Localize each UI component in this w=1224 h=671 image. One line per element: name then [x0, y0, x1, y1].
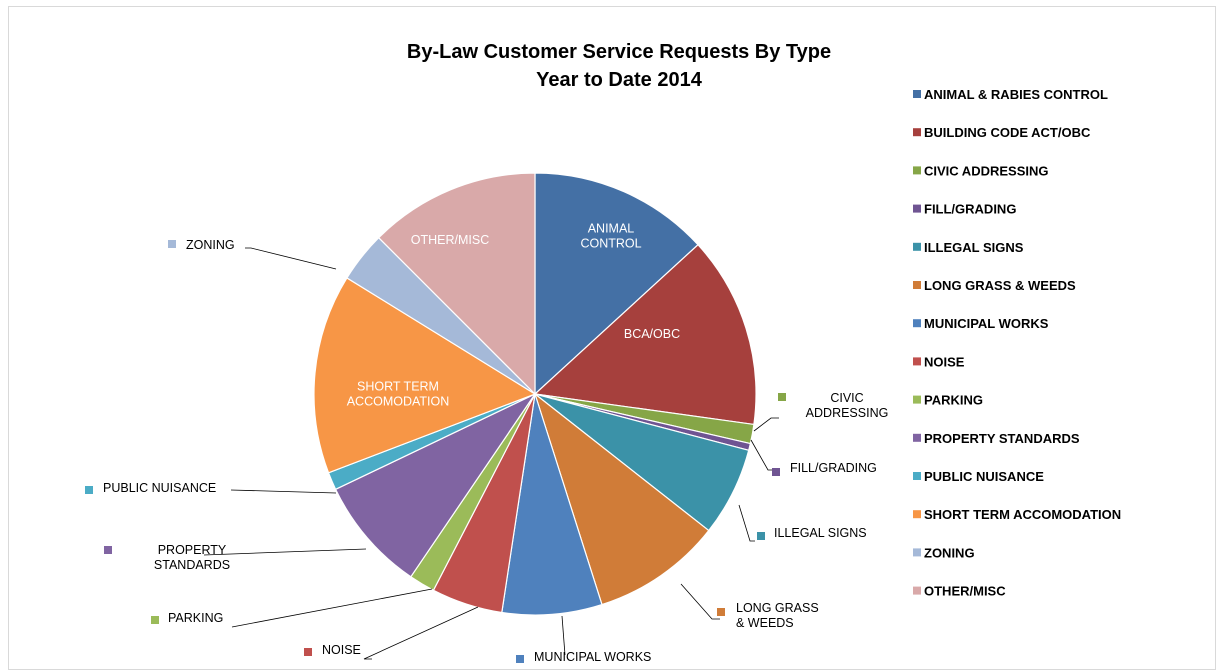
chart-title: By-Law Customer Service Requests By Type	[407, 41, 831, 63]
leader-line-parking	[231, 588, 433, 628]
leader-line-noise	[363, 606, 479, 660]
legend-swatch-public-nuisance	[913, 472, 921, 480]
pie-slice-animal-rabies-control	[534, 172, 699, 396]
label-marker-zoning	[168, 240, 176, 248]
leader-line-civic-addressing	[753, 417, 779, 432]
slice-label-zoning: ZONING	[186, 238, 235, 252]
legend-swatch-fill-grading	[913, 204, 921, 213]
legend-entry-illegal-signs: ILLEGAL SIGNS	[924, 240, 1024, 255]
label-marker-property-standards	[104, 546, 112, 554]
leader-line-property-standards	[203, 548, 367, 556]
leader-line-municipal-works	[561, 615, 566, 656]
legend-entry-property-standards: PROPERTY STANDARDS	[924, 431, 1080, 446]
slice-label-civic-addressing: CIVIC ADDRESSING	[806, 391, 889, 420]
leader-line-illegal-signs	[738, 504, 755, 542]
label-marker-noise	[304, 648, 312, 656]
label-marker-civic-addressing	[778, 393, 786, 401]
legend-entry-short-term-accomodation: SHORT TERM ACCOMODATION	[924, 507, 1121, 522]
pie-slice-short-term-accomodation	[313, 277, 537, 474]
pie-slice-building-code-act-obc	[533, 243, 757, 426]
legend-swatch-illegal-signs	[913, 242, 921, 251]
legend-entry-civic-addressing: CIVIC ADDRESSING	[924, 163, 1048, 178]
legend-entry-parking: PARKING	[924, 393, 983, 408]
label-marker-fill-grading	[772, 468, 780, 476]
slice-label-illegal-signs: ILLEGAL SIGNS	[774, 526, 867, 540]
pie-slice-other-misc	[377, 172, 536, 396]
legend-entry-noise: NOISE	[924, 354, 965, 369]
legend-swatch-civic-addressing	[913, 166, 921, 175]
legend-swatch-long-grass-weeds	[913, 281, 921, 289]
label-marker-public-nuisance	[85, 486, 93, 494]
label-marker-municipal-works	[516, 655, 524, 663]
legend-entry-long-grass-weeds: LONG GRASS & WEEDS	[924, 278, 1076, 293]
legend-swatch-animal-rabies-control	[913, 90, 921, 98]
legend-entry-municipal-works: MUNICIPAL WORKS	[924, 316, 1049, 331]
slice-label-other-misc: OTHER/MISC	[411, 233, 489, 247]
pie-slices	[313, 172, 757, 616]
leader-line-public-nuisance	[230, 489, 337, 494]
chart-legend: ANIMAL & RABIES CONTROL BUILDING CODE ACT…	[913, 87, 1121, 599]
slice-label-long-grass-weeds: LONG GRASS & WEEDS	[736, 601, 819, 630]
legend-entry-public-nuisance: PUBLIC NUISANCE	[924, 469, 1044, 484]
label-leader-lines	[203, 247, 779, 660]
leader-line-zoning	[245, 247, 337, 270]
slice-label-short-term-accomodation: SHORT TERM ACCOMODATION	[347, 380, 450, 409]
label-marker-illegal-signs	[757, 532, 765, 540]
legend-swatch-building-code-act-obc	[913, 128, 921, 137]
leader-line-long-grass-weeds	[680, 583, 720, 620]
legend-swatch-other-misc	[913, 586, 921, 595]
label-marker-parking	[151, 616, 159, 624]
legend-swatch-municipal-works	[913, 319, 921, 328]
pie-slice-long-grass-weeds	[533, 392, 710, 606]
legend-entry-building-code-act-obc: BUILDING CODE ACT/OBC	[924, 125, 1091, 140]
label-marker-long-grass-weeds	[717, 608, 725, 616]
slice-label-municipal-works: MUNICIPAL WORKS	[534, 650, 651, 664]
legend-entry-fill-grading: FILL/GRADING	[924, 202, 1016, 217]
slice-label-noise: NOISE	[322, 643, 361, 657]
leader-line-fill-grading	[750, 439, 772, 471]
legend-swatch-short-term-accomodation	[913, 510, 921, 519]
legend-entry-zoning: ZONING	[924, 545, 975, 560]
slice-label-fill-grading: FILL/GRADING	[790, 461, 877, 475]
legend-swatch-parking	[913, 395, 921, 404]
chart-subtitle: Year to Date 2014	[536, 69, 703, 91]
slice-label-property-standards: PROPERTY STANDARDS	[154, 543, 230, 572]
slice-labels: ANIMAL CONTROL BCA/OBC CIVIC ADDRESSING FILL/…	[85, 222, 889, 664]
slice-label-parking: PARKING	[168, 611, 223, 625]
slice-label-animal-control: ANIMAL CONTROL	[580, 222, 641, 251]
legend-entry-animal-rabies-control: ANIMAL & RABIES CONTROL	[924, 87, 1108, 102]
slice-label-public-nuisance: PUBLIC NUISANCE	[103, 481, 216, 495]
legend-swatch-property-standards	[913, 433, 921, 442]
slice-label-bca-obc: BCA/OBC	[624, 327, 680, 341]
legend-swatch-zoning	[913, 548, 921, 557]
pie-slice-property-standards	[334, 392, 537, 578]
legend-entry-other-misc: OTHER/MISC	[924, 584, 1006, 599]
legend-swatch-noise	[913, 357, 921, 366]
